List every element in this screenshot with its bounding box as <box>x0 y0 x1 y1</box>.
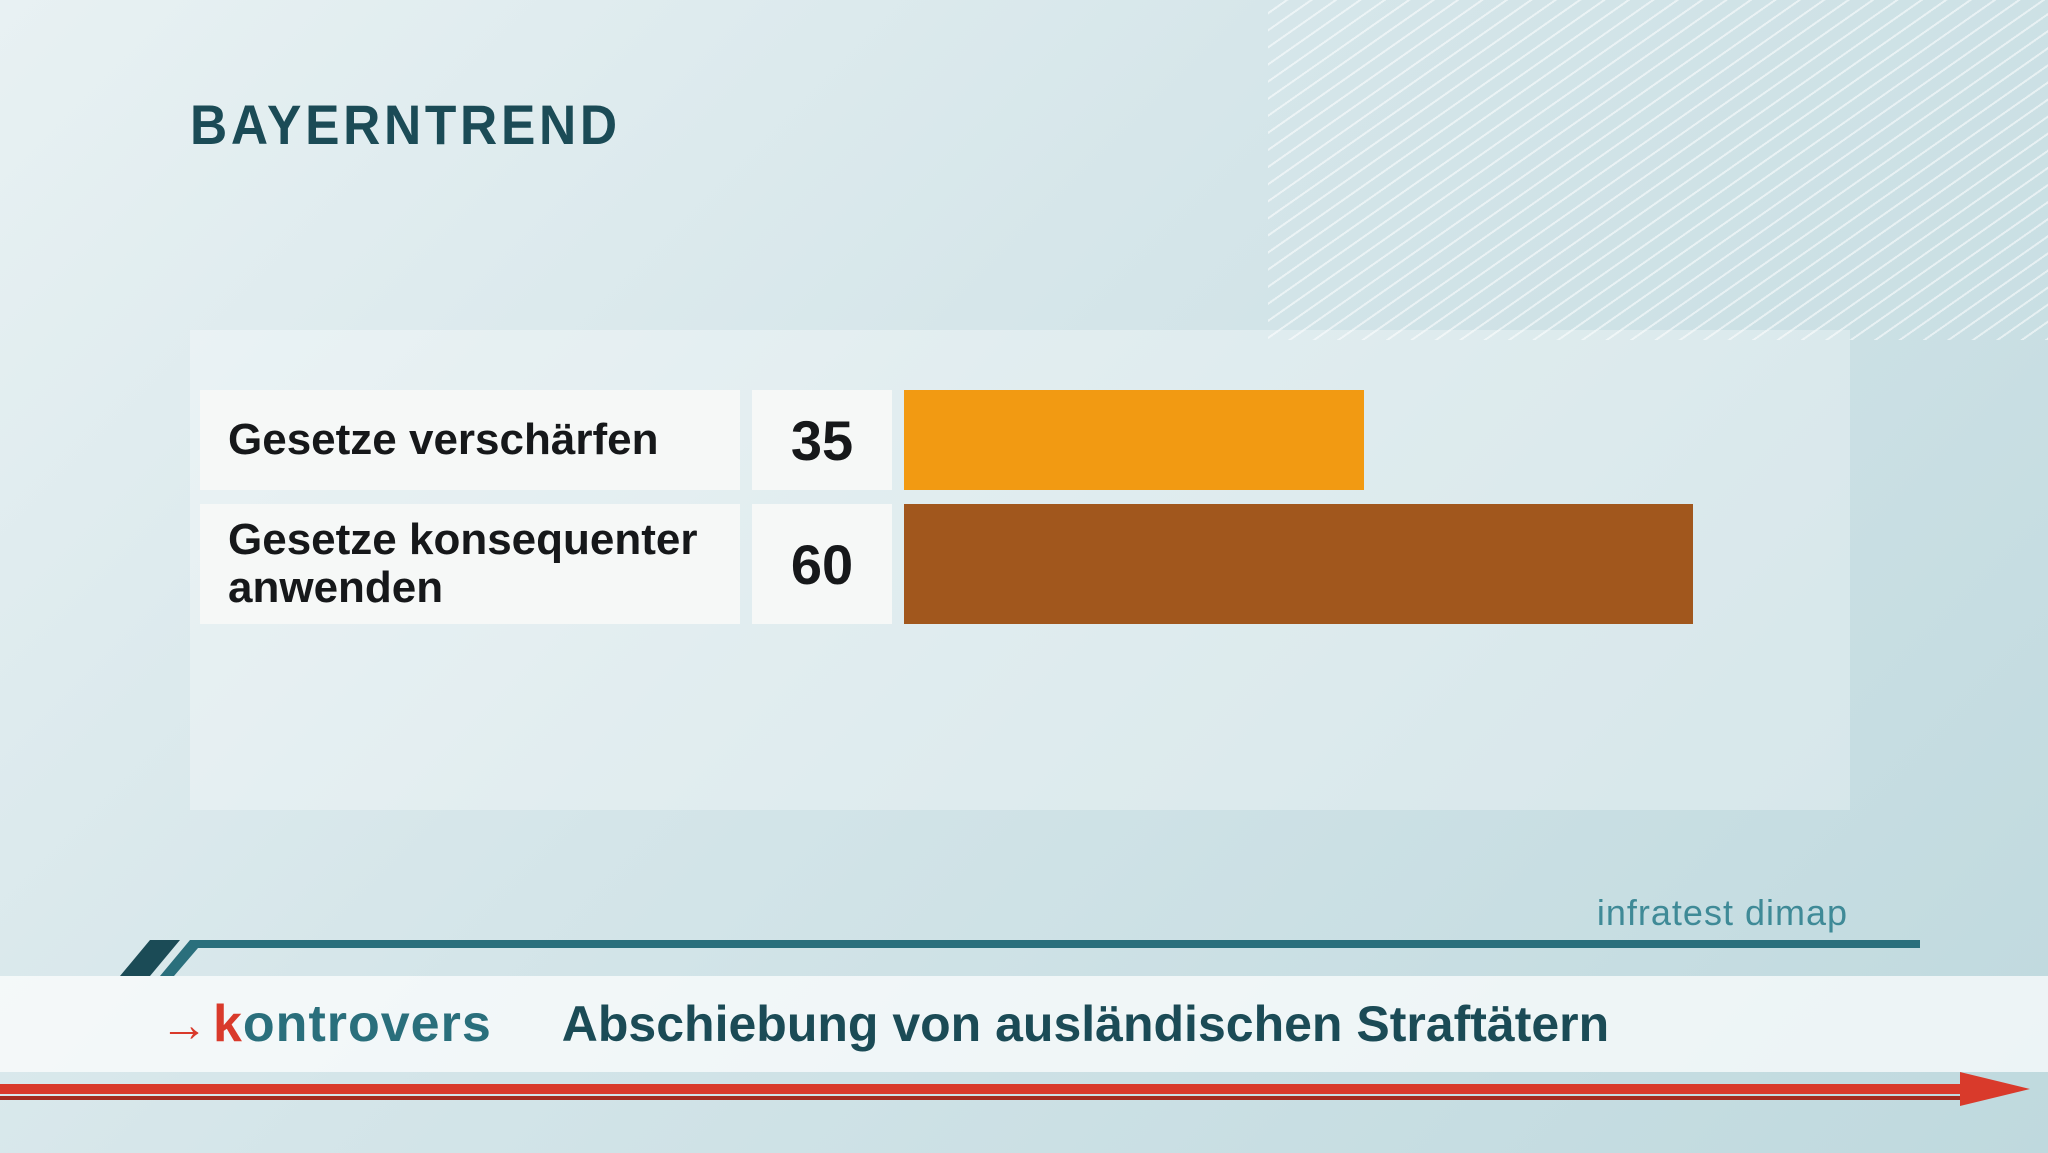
chart-row: Gesetze verschärfen 35 <box>200 390 1840 490</box>
lower-third-headline: Abschiebung von ausländischen Straftäter… <box>562 995 1609 1053</box>
chart-row: Gesetze konsequenter anwenden 60 <box>200 504 1840 624</box>
logo-rest: ontrovers <box>243 994 492 1054</box>
lower-third-red-arrow <box>0 1072 2048 1086</box>
lower-third-chevron <box>120 940 1920 976</box>
lower-third-bar: →kontrovers Abschiebung von ausländische… <box>0 976 2048 1072</box>
decorative-hatch <box>1268 0 2048 340</box>
logo-k: k <box>213 994 243 1054</box>
kontrovers-logo: →kontrovers <box>160 994 492 1054</box>
row-value: 35 <box>752 390 892 490</box>
bar <box>904 504 1693 624</box>
bar <box>904 390 1364 490</box>
page-title: BAYERNTREND <box>190 92 621 157</box>
row-value: 60 <box>752 504 892 624</box>
bar-area <box>904 504 1840 624</box>
row-label: Gesetze konsequenter anwenden <box>200 504 740 624</box>
lower-third: →kontrovers Abschiebung von ausländische… <box>0 940 2048 1110</box>
row-label: Gesetze verschärfen <box>200 390 740 490</box>
bar-area <box>904 390 1840 490</box>
stage: BAYERNTREND Gesetze verschärfen 35 Geset… <box>0 0 2048 1153</box>
chart-rows: Gesetze verschärfen 35 Gesetze konsequen… <box>200 390 1840 638</box>
chart-panel: Gesetze verschärfen 35 Gesetze konsequen… <box>190 330 1850 810</box>
arrow-icon: → <box>160 998 209 1053</box>
source-credit: infratest dimap <box>1597 892 1848 934</box>
